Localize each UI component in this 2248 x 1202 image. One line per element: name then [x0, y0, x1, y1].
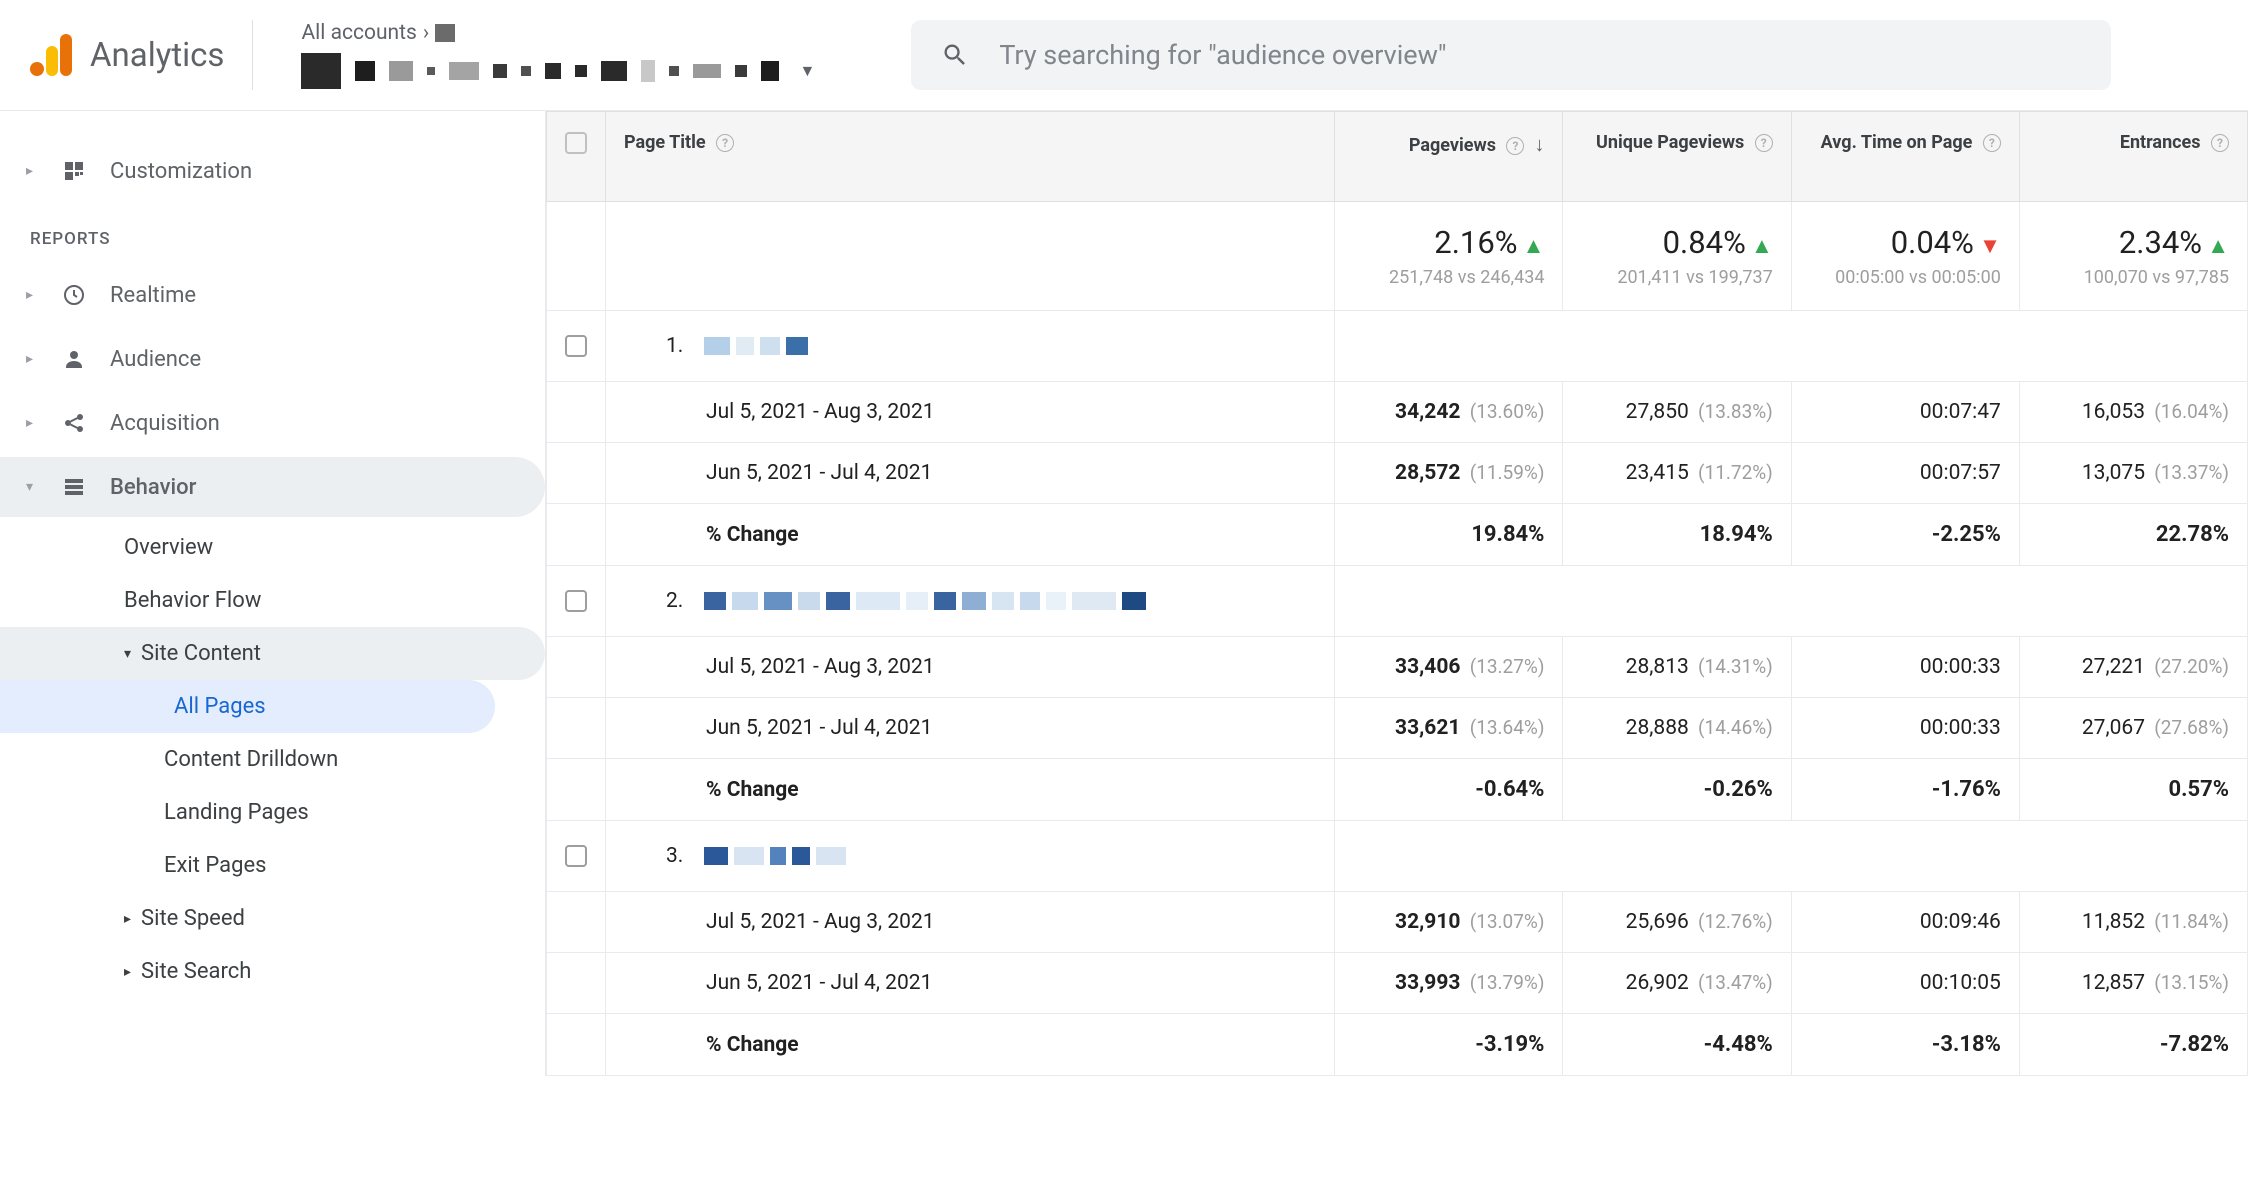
select-all-checkbox[interactable]: [547, 112, 606, 202]
topbar: Analytics All accounts ›: [0, 0, 2248, 110]
sidebar-item-customization[interactable]: ▸ Customization: [0, 141, 545, 201]
brand[interactable]: Analytics: [30, 20, 253, 90]
period-b-label: Jun 5, 2021 - Jul 4, 2021: [606, 698, 1335, 759]
period-a-label: Jul 5, 2021 - Aug 3, 2021: [606, 892, 1335, 953]
breadcrumb: All accounts: [301, 21, 416, 45]
sidebar-sub-site-content[interactable]: ▾ Site Content: [0, 627, 545, 680]
chevron-right-icon: ▸: [26, 415, 38, 431]
help-icon[interactable]: ?: [1506, 137, 1524, 155]
analytics-logo-icon: [30, 34, 72, 76]
table-row: Jun 5, 2021 - Jul 4, 2021 28,572 (11.59%…: [547, 443, 2248, 504]
help-icon[interactable]: ?: [1755, 134, 1773, 152]
sidebar-nitem-landing-pages[interactable]: Landing Pages: [154, 786, 495, 839]
col-pageviews[interactable]: Pageviews ?↓: [1335, 112, 1563, 202]
sidebar-item-label: Behavior: [110, 475, 196, 500]
summary-row: 2.16% ▲251,748 vs 246,434 0.84% ▲201,411…: [547, 202, 2248, 311]
clock-icon: [60, 281, 88, 309]
sidebar-nitem-content-drilldown[interactable]: Content Drilldown: [154, 733, 495, 786]
table-row-change: % Change -3.19% -4.48% -3.18% -7.82%: [547, 1014, 2248, 1076]
sidebar-item-audience[interactable]: ▸ Audience: [0, 329, 545, 389]
period-b-label: Jun 5, 2021 - Jul 4, 2021: [606, 443, 1335, 504]
chevron-right-icon: ›: [423, 21, 429, 45]
sidebar-sub-overview[interactable]: Overview: [124, 521, 545, 574]
help-icon[interactable]: ?: [1983, 134, 2001, 152]
table-row-title[interactable]: 3.: [547, 821, 2248, 892]
table-row-change: % Change -0.64% -0.26% -1.76% 0.57%: [547, 759, 2248, 821]
table-row: Jun 5, 2021 - Jul 4, 2021 33,621 (13.64%…: [547, 698, 2248, 759]
col-unique-pageviews[interactable]: Unique Pageviews ?: [1563, 112, 1791, 202]
report-table: Page Title ? Pageviews ?↓ Unique Pagevie…: [545, 111, 2248, 1076]
help-icon[interactable]: ?: [716, 134, 734, 152]
sidebar: ▸ Customization REPORTS ▸ Realtime ▸ Aud…: [0, 111, 545, 1076]
change-label: % Change: [606, 504, 1335, 566]
chevron-right-icon: ▸: [26, 163, 38, 179]
row-index: 1.: [666, 334, 696, 358]
chevron-down-icon: ▼: [799, 61, 815, 81]
table-row: Jul 5, 2021 - Aug 3, 2021 34,242 (13.60%…: [547, 382, 2248, 443]
sidebar-item-label: Acquisition: [110, 411, 220, 436]
period-a-label: Jul 5, 2021 - Aug 3, 2021: [606, 637, 1335, 698]
sidebar-item-behavior[interactable]: ▾ Behavior: [0, 457, 545, 517]
sidebar-nitem-all-pages[interactable]: All Pages: [0, 680, 495, 733]
chevron-right-icon: ▸: [26, 287, 38, 303]
property-redacted: ▼: [301, 53, 815, 89]
share-icon: [60, 409, 88, 437]
col-entrances[interactable]: Entrances ?: [2019, 112, 2247, 202]
sidebar-item-label: Realtime: [110, 283, 196, 308]
period-b-label: Jun 5, 2021 - Jul 4, 2021: [606, 953, 1335, 1014]
row-checkbox[interactable]: [547, 311, 606, 382]
sidebar-item-realtime[interactable]: ▸ Realtime: [0, 265, 545, 325]
table-row: Jun 5, 2021 - Jul 4, 2021 33,993 (13.79%…: [547, 953, 2248, 1014]
sidebar-item-label: Audience: [110, 347, 201, 372]
row-checkbox[interactable]: [547, 821, 606, 892]
row-index: 3.: [666, 844, 696, 868]
col-avg-time[interactable]: Avg. Time on Page ?: [1791, 112, 2019, 202]
table-row-change: % Change 19.84% 18.94% -2.25% 22.78%: [547, 504, 2248, 566]
sidebar-item-label: Customization: [110, 159, 252, 184]
sidebar-sub-site-speed[interactable]: ▸ Site Speed: [124, 892, 545, 945]
chevron-right-icon: ▸: [124, 911, 131, 927]
chevron-down-icon: ▾: [26, 479, 38, 495]
chevron-down-icon: ▾: [124, 646, 131, 662]
sidebar-sub-site-search[interactable]: ▸ Site Search: [124, 945, 545, 998]
sidebar-item-acquisition[interactable]: ▸ Acquisition: [0, 393, 545, 453]
up-arrow-icon: ▲: [1751, 234, 1773, 259]
change-label: % Change: [606, 1014, 1335, 1076]
page-title-redacted: [704, 847, 846, 865]
sidebar-nitem-exit-pages[interactable]: Exit Pages: [154, 839, 495, 892]
sort-desc-icon: ↓: [1534, 132, 1544, 156]
table-row-title[interactable]: 1.: [547, 311, 2248, 382]
account-selector[interactable]: All accounts › ▼: [289, 21, 815, 89]
dashboard-icon: [60, 157, 88, 185]
person-icon: [60, 345, 88, 373]
sidebar-sub-behavior-flow[interactable]: Behavior Flow: [124, 574, 545, 627]
row-checkbox[interactable]: [547, 566, 606, 637]
down-arrow-icon: ▼: [1979, 234, 2001, 259]
reports-section-label: REPORTS: [0, 205, 545, 261]
row-index: 2.: [666, 589, 696, 613]
page-title-redacted: [704, 337, 808, 355]
table-row: Jul 5, 2021 - Aug 3, 2021 32,910 (13.07%…: [547, 892, 2248, 953]
table-row-title[interactable]: 2.: [547, 566, 2248, 637]
up-arrow-icon: ▲: [2207, 234, 2229, 259]
rows-icon: [60, 473, 88, 501]
table-row: Jul 5, 2021 - Aug 3, 2021 33,406 (13.27%…: [547, 637, 2248, 698]
chevron-right-icon: ▸: [26, 351, 38, 367]
period-a-label: Jul 5, 2021 - Aug 3, 2021: [606, 382, 1335, 443]
col-page-title[interactable]: Page Title ?: [606, 112, 1335, 202]
help-icon[interactable]: ?: [2211, 134, 2229, 152]
search-icon: [941, 41, 969, 69]
change-label: % Change: [606, 759, 1335, 821]
up-arrow-icon: ▲: [1523, 234, 1545, 259]
brand-name: Analytics: [90, 36, 224, 75]
chevron-right-icon: ▸: [124, 964, 131, 980]
search-bar[interactable]: Try searching for "audience overview": [911, 20, 2111, 90]
page-title-redacted: [704, 592, 1146, 610]
search-placeholder: Try searching for "audience overview": [999, 39, 1446, 71]
